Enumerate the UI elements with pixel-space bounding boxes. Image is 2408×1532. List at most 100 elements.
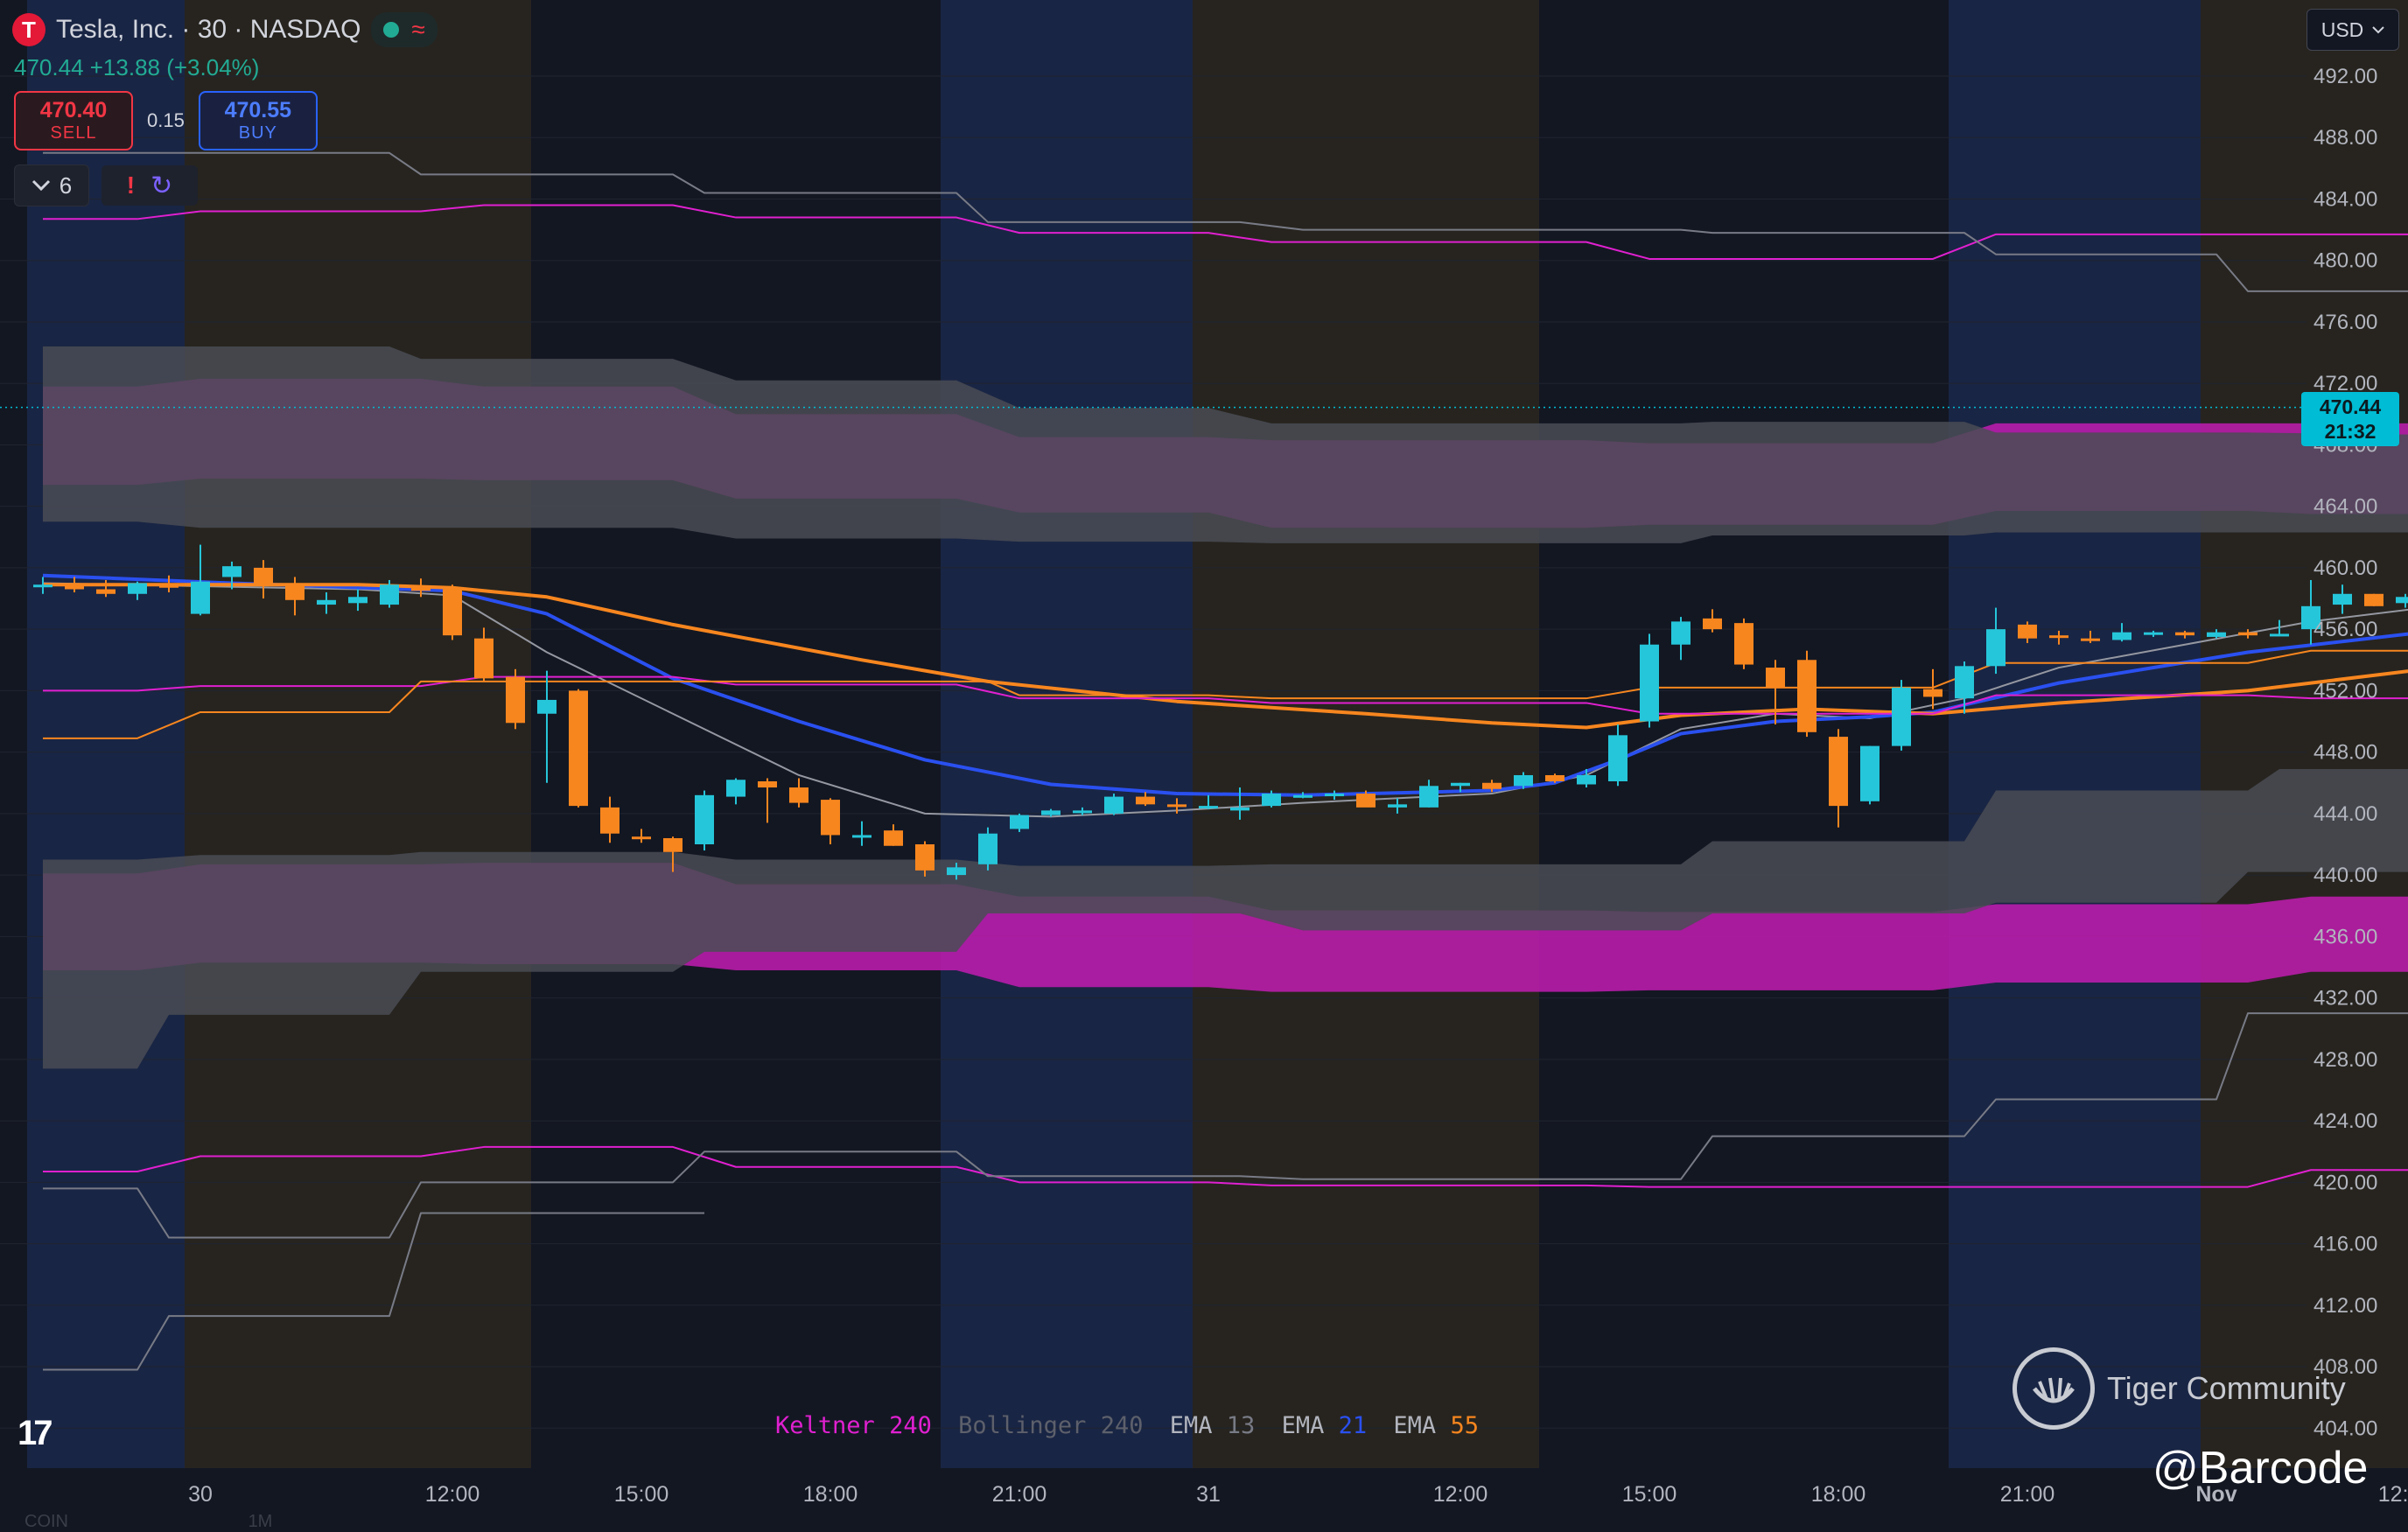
candle-17[interactable] xyxy=(569,689,588,808)
candle-23[interactable] xyxy=(758,778,777,823)
candle-31[interactable] xyxy=(1010,813,1029,832)
candle-59[interactable] xyxy=(1892,680,1911,751)
candle-65[interactable] xyxy=(2081,630,2100,643)
candle-35[interactable] xyxy=(1136,792,1155,807)
candle-10[interactable] xyxy=(348,589,368,612)
candle-67[interactable] xyxy=(2144,630,2163,637)
candle-21[interactable] xyxy=(695,790,714,851)
candle-70[interactable] xyxy=(2238,629,2258,639)
candle-55[interactable] xyxy=(1766,660,1785,725)
market-status-pill[interactable]: ≈ xyxy=(371,12,438,47)
candle-29[interactable] xyxy=(947,863,966,880)
candle-49[interactable] xyxy=(1577,768,1596,788)
candle-30[interactable] xyxy=(978,827,998,871)
y-tick-label-20: 412.00 xyxy=(2314,1294,2377,1318)
tradingview-logo[interactable]: 17 xyxy=(18,1414,52,1452)
candle-42[interactable] xyxy=(1356,790,1376,808)
candle-6[interactable] xyxy=(222,561,242,590)
candle-44[interactable] xyxy=(1419,780,1438,808)
candle-50[interactable] xyxy=(1608,724,1628,787)
sync-icon[interactable]: ↻ xyxy=(150,171,173,200)
candle-22[interactable] xyxy=(726,778,746,805)
series-line-0 xyxy=(42,582,2408,818)
candle-28[interactable] xyxy=(915,841,934,877)
indicators-collapse-button[interactable]: 6 xyxy=(14,164,89,206)
candle-43[interactable] xyxy=(1388,798,1407,814)
candle-58[interactable] xyxy=(1860,745,1880,805)
candle-57[interactable] xyxy=(1829,729,1848,828)
candle-5[interactable] xyxy=(191,544,210,616)
candle-body-32 xyxy=(1041,810,1060,815)
candle-40[interactable] xyxy=(1293,792,1312,799)
candle-8[interactable] xyxy=(285,577,304,616)
candle-54[interactable] xyxy=(1734,618,1754,669)
candle-37[interactable] xyxy=(1199,794,1218,809)
candle-75[interactable] xyxy=(2396,593,2408,608)
candle-62[interactable] xyxy=(1986,607,2006,675)
symbol-header[interactable]: T Tesla, Inc. · 30 · NASDAQ ≈ xyxy=(12,12,438,47)
sell-button[interactable]: 470.40 SELL xyxy=(14,91,133,150)
legend-ema-55[interactable]: EMA 55 xyxy=(1393,1412,1479,1439)
time-axis-bg xyxy=(0,1468,2408,1527)
candle-74[interactable] xyxy=(2364,593,2384,606)
candle-24[interactable] xyxy=(789,778,808,808)
candle-7[interactable] xyxy=(254,560,273,599)
candle-51[interactable] xyxy=(1640,633,1659,728)
candle-12[interactable] xyxy=(411,578,430,598)
legend-keltner[interactable]: Keltner 240 xyxy=(775,1412,932,1439)
candle-11[interactable] xyxy=(380,579,399,608)
candle-69[interactable] xyxy=(2207,629,2226,639)
candle-39[interactable] xyxy=(1262,790,1281,808)
candle-32[interactable] xyxy=(1041,808,1060,817)
candle-61[interactable] xyxy=(1955,661,1974,714)
candle-68[interactable] xyxy=(2175,630,2194,639)
legend-ema-21[interactable]: EMA 21 xyxy=(1281,1412,1368,1439)
candle-3[interactable] xyxy=(128,581,147,600)
candle-38[interactable] xyxy=(1230,787,1250,820)
candle-19[interactable] xyxy=(632,829,651,843)
buy-button[interactable]: 470.55 BUY xyxy=(198,91,318,150)
candle-26[interactable] xyxy=(852,821,872,846)
candle-71[interactable] xyxy=(2270,619,2289,637)
candle-45[interactable] xyxy=(1451,782,1470,793)
candle-25[interactable] xyxy=(821,798,840,844)
indicator-status-group[interactable]: ! ↻ xyxy=(102,165,198,206)
candle-9[interactable] xyxy=(317,592,336,614)
candle-13[interactable] xyxy=(443,584,462,640)
currency-selector[interactable]: USD xyxy=(2306,9,2399,51)
candle-33[interactable] xyxy=(1073,807,1092,815)
candle-0[interactable] xyxy=(33,577,52,594)
candle-18[interactable] xyxy=(600,796,620,843)
candle-36[interactable] xyxy=(1167,798,1186,814)
candle-34[interactable] xyxy=(1104,794,1124,815)
candle-27[interactable] xyxy=(884,824,903,846)
legend-bollinger[interactable]: Bollinger 240 xyxy=(958,1412,1144,1439)
candle-16[interactable] xyxy=(537,670,556,783)
candle-2[interactable] xyxy=(96,579,116,598)
candle-body-33 xyxy=(1073,810,1092,814)
candle-41[interactable] xyxy=(1325,790,1344,801)
candle-63[interactable] xyxy=(2018,621,2037,643)
candle-14[interactable] xyxy=(474,627,494,682)
candle-46[interactable] xyxy=(1482,780,1502,793)
error-icon[interactable]: ! xyxy=(126,171,136,199)
indicator-legend[interactable]: Keltner 240 Bollinger 240 EMA 13 EMA 21 … xyxy=(775,1412,1491,1439)
symbol-title[interactable]: Tesla, Inc. · 30 · NASDAQ xyxy=(56,15,361,44)
candle-20[interactable] xyxy=(663,836,682,872)
candle-72[interactable] xyxy=(2301,579,2320,645)
candle-52[interactable] xyxy=(1671,617,1690,661)
candle-60[interactable] xyxy=(1923,668,1942,710)
candle-48[interactable] xyxy=(1545,773,1564,783)
candle-56[interactable] xyxy=(1797,650,1816,738)
legend-ema-13[interactable]: EMA 13 xyxy=(1169,1412,1256,1439)
candle-66[interactable] xyxy=(2112,623,2132,642)
candle-73[interactable] xyxy=(2333,584,2352,614)
candle-53[interactable] xyxy=(1703,609,1722,633)
candle-1[interactable] xyxy=(65,577,84,593)
candle-47[interactable] xyxy=(1514,772,1533,789)
candle-64[interactable] xyxy=(2049,630,2068,645)
candle-4[interactable] xyxy=(159,575,178,593)
candle-15[interactable] xyxy=(506,668,525,730)
